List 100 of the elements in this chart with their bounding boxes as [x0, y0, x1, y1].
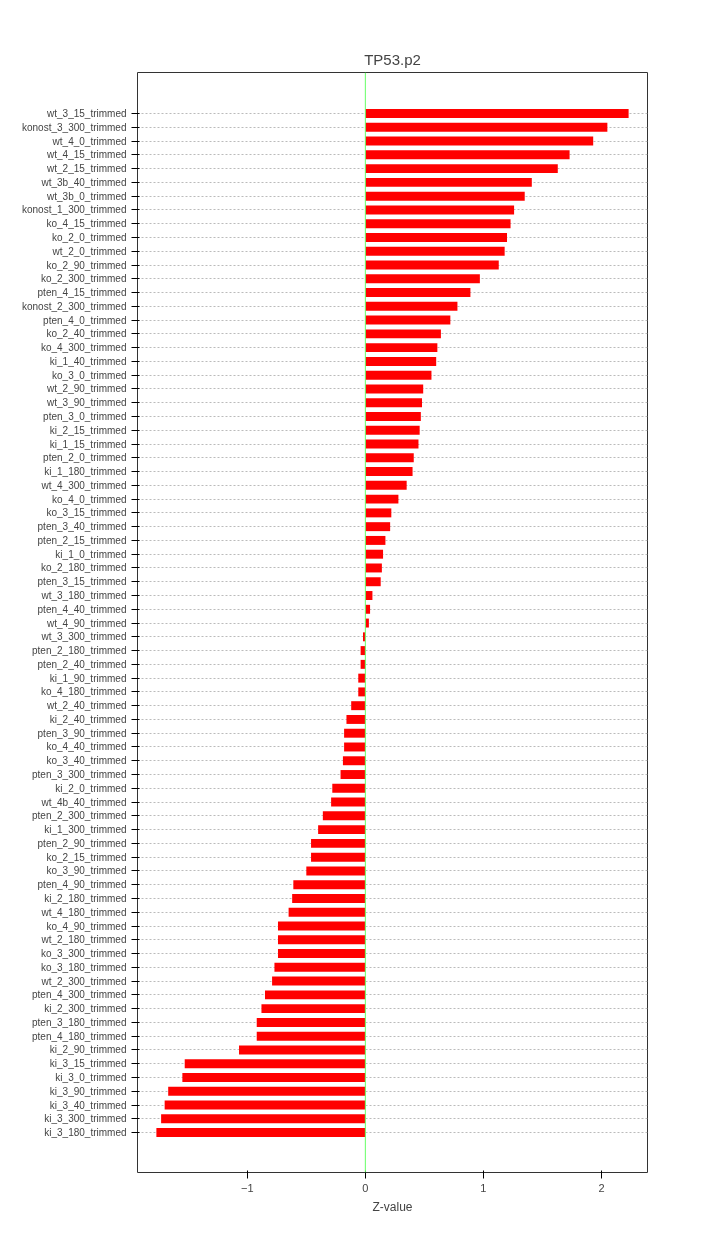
y-tick-label: pten_3_90_trimmed [37, 727, 127, 739]
bar [277, 935, 366, 945]
y-tick-label: pten_2_15_trimmed [37, 534, 127, 546]
bar [365, 356, 437, 366]
y-tick-label: ko_4_40_trimmed [46, 741, 127, 753]
y-tick-label: ko_3_180_trimmed [40, 961, 127, 973]
bar [365, 233, 508, 242]
y-tick-label: wt_4_15_trimmed [46, 149, 127, 161]
y-tick-label: wt_3b_0_trimmed [46, 190, 127, 202]
y-tick-label: ko_2_40_trimmed [46, 328, 127, 340]
y-tick-label: ki_2_90_trimmed [49, 1044, 127, 1056]
bar [365, 301, 458, 311]
bar [365, 439, 419, 449]
y-tick-label: ko_3_15_trimmed [46, 507, 127, 519]
y-tick-label: wt_4_90_trimmed [46, 617, 127, 629]
bar [365, 467, 413, 477]
bar [256, 1031, 366, 1041]
bar [365, 563, 382, 573]
y-tick-label: wt_3_15_trimmed [46, 108, 127, 120]
bar [365, 122, 608, 132]
y-tick-label: ko_4_15_trimmed [46, 218, 127, 230]
y-tick-label: wt_2_40_trimmed [46, 700, 127, 712]
y-tick-label: ko_3_300_trimmed [40, 948, 127, 960]
bar [344, 728, 366, 738]
bar [365, 549, 384, 559]
y-tick-label: ki_1_40_trimmed [49, 355, 127, 367]
y-tick-label: konost_3_300_trimmed [21, 121, 127, 133]
bar [346, 714, 366, 724]
y-tick-label: wt_3b_40_trimmed [40, 176, 127, 188]
y-tick-label: pten_3_180_trimmed [31, 1016, 127, 1028]
y-tick-label: ko_4_180_trimmed [40, 686, 127, 698]
y-tick-label: pten_3_300_trimmed [31, 769, 127, 781]
bar [365, 329, 441, 339]
y-tick-label: ko_3_40_trimmed [46, 755, 127, 767]
y-tick-label: pten_2_0_trimmed [43, 452, 127, 464]
bar [239, 1045, 366, 1055]
y-tick-label: ki_3_40_trimmed [49, 1099, 127, 1111]
bar [277, 949, 366, 959]
bar [342, 756, 366, 766]
y-tick-label: ki_2_0_trimmed [55, 782, 127, 794]
bar [182, 1073, 366, 1082]
bar [311, 838, 366, 848]
y-tick-label: ko_4_90_trimmed [46, 920, 127, 932]
x-tick-label: 2 [598, 1181, 605, 1194]
y-tick-label: wt_4_300_trimmed [40, 479, 127, 491]
x-axis-title: Z-value [372, 1199, 413, 1214]
y-tick-label: wt_3_180_trimmed [40, 590, 127, 602]
bar [331, 797, 366, 807]
y-tick-label: ko_3_90_trimmed [46, 865, 127, 877]
y-tick-label: pten_4_300_trimmed [31, 989, 127, 1001]
bar [365, 288, 471, 298]
bar [365, 136, 594, 146]
bar [332, 783, 366, 793]
y-tick-label: pten_2_90_trimmed [37, 837, 127, 849]
y-tick-label: ki_3_15_trimmed [49, 1058, 127, 1070]
bar [365, 508, 392, 518]
bar [168, 1086, 366, 1096]
bar [340, 770, 366, 779]
y-tick-label: wt_2_90_trimmed [46, 383, 127, 395]
y-tick-label: pten_3_40_trimmed [37, 521, 127, 533]
chart-title: TP53.p2 [364, 50, 421, 68]
bar [365, 343, 438, 353]
bar [365, 453, 414, 463]
bar [365, 384, 424, 394]
bar [318, 825, 366, 835]
bar [365, 494, 399, 504]
y-tick-label: wt_3_300_trimmed [40, 631, 127, 643]
bar [256, 1017, 366, 1027]
y-tick-label: ko_2_15_trimmed [46, 851, 127, 863]
y-tick-label: wt_4_180_trimmed [40, 906, 127, 918]
bar [365, 480, 407, 490]
y-tick-label: pten_2_40_trimmed [37, 658, 127, 670]
bar [358, 673, 366, 683]
y-tick-label: ki_2_180_trimmed [44, 892, 127, 904]
bar [365, 412, 421, 421]
y-tick-label: wt_2_15_trimmed [46, 163, 127, 175]
y-tick-label: ko_2_180_trimmed [40, 562, 127, 574]
y-tick-label: pten_4_180_trimmed [31, 1030, 127, 1042]
y-tick-label: pten_4_15_trimmed [37, 287, 127, 299]
y-tick-label: ki_2_40_trimmed [49, 713, 127, 725]
y-tick-label: ko_4_300_trimmed [40, 342, 127, 354]
bar [365, 177, 532, 187]
bar [272, 976, 366, 986]
y-tick-label: pten_4_90_trimmed [37, 879, 127, 891]
bar [184, 1059, 366, 1069]
y-tick-label: ki_3_0_trimmed [55, 1071, 127, 1083]
bar [261, 1004, 366, 1014]
x-tick-label: 1 [480, 1181, 487, 1194]
y-tick-label: wt_4b_40_trimmed [40, 796, 127, 808]
y-tick-label: konost_2_300_trimmed [21, 300, 127, 312]
bar [365, 535, 386, 545]
bar [365, 246, 505, 256]
y-tick-label: wt_4_0_trimmed [51, 135, 127, 147]
x-tick-label: 0 [362, 1181, 369, 1194]
bar [358, 687, 366, 697]
y-tick-label: ki_3_180_trimmed [44, 1127, 127, 1139]
y-tick-label: konost_1_300_trimmed [21, 204, 127, 216]
y-tick-label: ki_1_90_trimmed [49, 672, 127, 684]
bar [365, 274, 480, 284]
bar [365, 315, 451, 325]
